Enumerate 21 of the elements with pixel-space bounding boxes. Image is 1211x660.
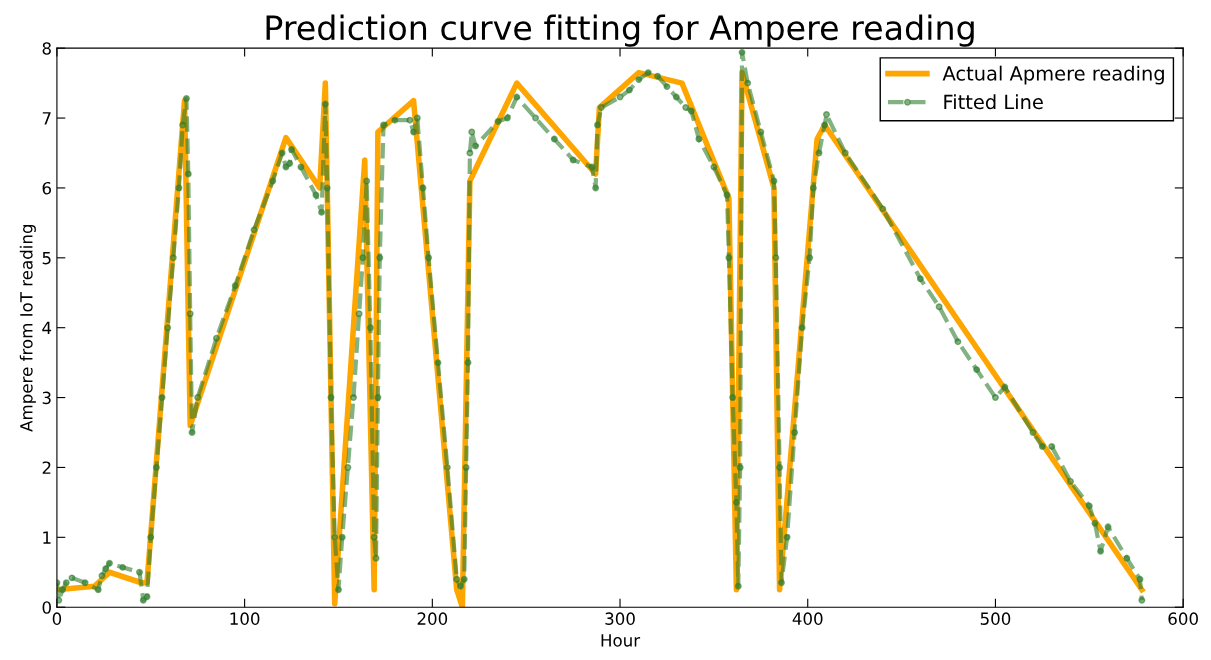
- x-tick-label: 600: [1168, 612, 1198, 625]
- y-tick-label: 7: [42, 112, 51, 125]
- x-tick-label: 400: [792, 612, 823, 625]
- x-axis-title: Hour: [601, 634, 641, 647]
- y-tick-label: 4: [42, 321, 52, 335]
- x-tick-label: 100: [230, 612, 260, 625]
- x-tick-label: 300: [605, 612, 635, 625]
- y-tick-label: 3: [42, 391, 51, 405]
- y-tick-label: 5: [42, 251, 51, 265]
- x-tick-label: 200: [417, 612, 448, 625]
- y-tick-label: 2: [42, 461, 51, 474]
- y-tick-label: 6: [42, 181, 52, 195]
- legend-label: Actual Apmere reading: [942, 65, 1164, 85]
- legend-label: Fitted Line: [944, 94, 1043, 110]
- x-tick-label: 500: [980, 612, 1011, 625]
- y-tick-label: 0: [42, 601, 51, 614]
- y-tick-label: 1: [43, 531, 51, 544]
- chart-title: Prediction curve fitting for Ampere reading: [266, 14, 974, 47]
- y-axis-title: Ampere from IoT reading: [19, 224, 36, 432]
- x-tick-label: 0: [52, 612, 62, 625]
- y-tick-label: 8: [42, 42, 51, 55]
